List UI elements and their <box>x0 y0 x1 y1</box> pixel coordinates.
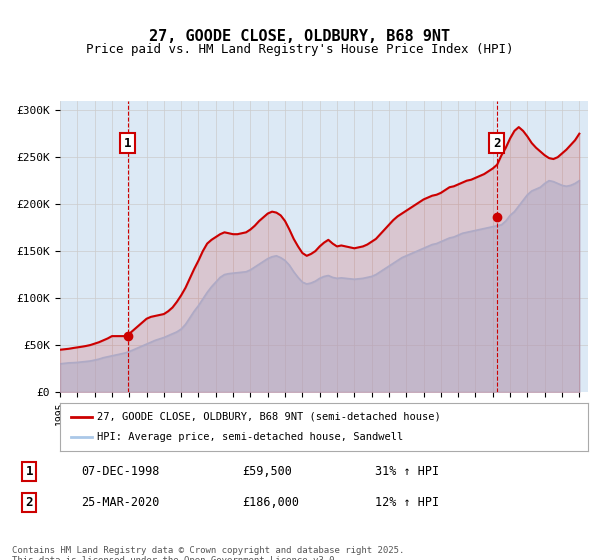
Text: 2: 2 <box>26 496 33 509</box>
Text: 27, GOODE CLOSE, OLDBURY, B68 9NT: 27, GOODE CLOSE, OLDBURY, B68 9NT <box>149 29 451 44</box>
Text: 2: 2 <box>493 137 500 150</box>
Text: 07-DEC-1998: 07-DEC-1998 <box>81 465 160 478</box>
Text: £186,000: £186,000 <box>242 496 299 509</box>
Text: £59,500: £59,500 <box>242 465 292 478</box>
Text: 27, GOODE CLOSE, OLDBURY, B68 9NT (semi-detached house): 27, GOODE CLOSE, OLDBURY, B68 9NT (semi-… <box>97 412 441 422</box>
Text: Price paid vs. HM Land Registry's House Price Index (HPI): Price paid vs. HM Land Registry's House … <box>86 43 514 56</box>
Text: 1: 1 <box>26 465 33 478</box>
Text: 1: 1 <box>124 137 131 150</box>
Text: 25-MAR-2020: 25-MAR-2020 <box>81 496 160 509</box>
Text: Contains HM Land Registry data © Crown copyright and database right 2025.
This d: Contains HM Land Registry data © Crown c… <box>12 546 404 560</box>
Text: HPI: Average price, semi-detached house, Sandwell: HPI: Average price, semi-detached house,… <box>97 432 403 442</box>
Text: 12% ↑ HPI: 12% ↑ HPI <box>375 496 439 509</box>
Text: 31% ↑ HPI: 31% ↑ HPI <box>375 465 439 478</box>
